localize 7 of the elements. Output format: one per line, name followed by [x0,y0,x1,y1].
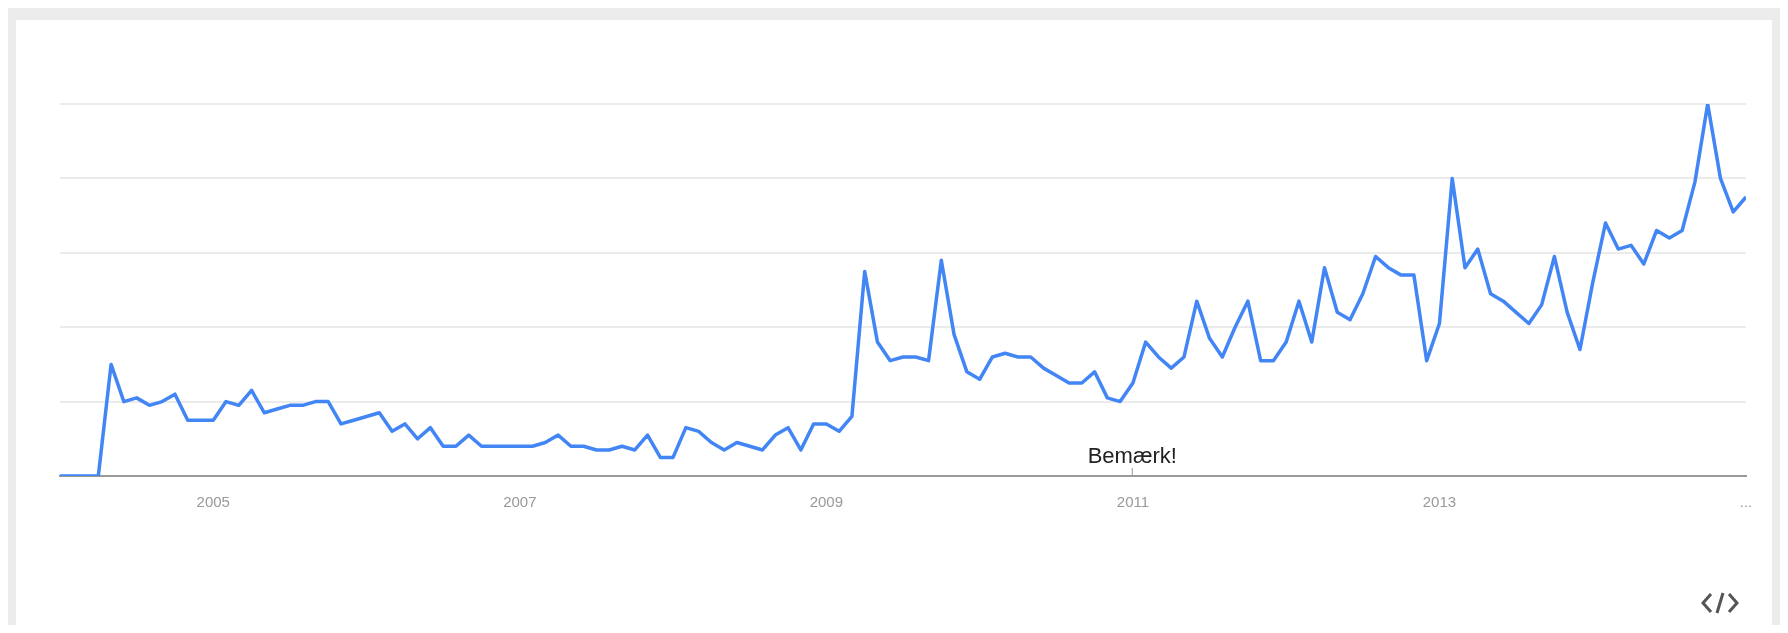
x-tick-label: 2005 [196,493,230,511]
x-tick-label: 2007 [503,493,537,511]
x-tick-label: ... [1739,493,1753,511]
x-tick-label: 2011 [1116,493,1150,511]
x-tick-label: 2009 [809,493,844,511]
annotation: Bemærk! [1087,443,1177,469]
x-tick-label: 2013 [1422,493,1457,511]
